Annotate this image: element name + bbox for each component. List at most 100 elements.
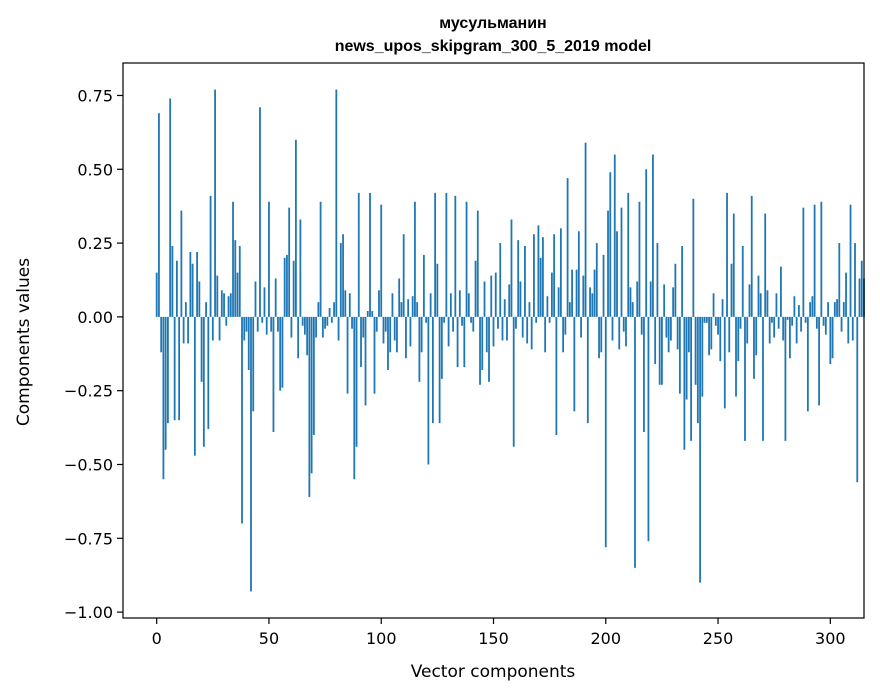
bar bbox=[782, 316, 785, 341]
bar bbox=[620, 207, 623, 317]
bar bbox=[535, 316, 538, 323]
bar bbox=[405, 316, 407, 359]
bar bbox=[636, 281, 639, 317]
bar bbox=[211, 316, 214, 341]
bar bbox=[584, 142, 587, 317]
bar bbox=[777, 316, 780, 329]
bar bbox=[335, 89, 338, 317]
bar bbox=[288, 207, 291, 317]
bar bbox=[371, 310, 374, 317]
bar bbox=[375, 316, 378, 332]
bar bbox=[791, 316, 794, 326]
bar bbox=[784, 316, 787, 441]
bar bbox=[542, 237, 544, 317]
bar bbox=[202, 316, 205, 447]
bar bbox=[339, 243, 342, 317]
bar bbox=[818, 316, 820, 406]
bar bbox=[824, 316, 827, 335]
bar bbox=[786, 316, 789, 320]
bar bbox=[402, 234, 405, 317]
bar bbox=[692, 198, 695, 317]
bar bbox=[730, 263, 733, 317]
bar bbox=[380, 204, 383, 317]
bar bbox=[678, 316, 681, 394]
chart-title-line1: мусульманин bbox=[439, 15, 546, 32]
bar bbox=[220, 290, 223, 317]
bar bbox=[667, 316, 670, 353]
bar bbox=[297, 316, 300, 359]
bar bbox=[598, 316, 600, 359]
bar bbox=[604, 316, 607, 548]
bar-series bbox=[155, 89, 865, 592]
bar bbox=[214, 89, 216, 317]
bar bbox=[789, 316, 791, 359]
bar bbox=[503, 299, 506, 317]
bar bbox=[701, 316, 704, 397]
bar bbox=[589, 287, 591, 317]
bar bbox=[259, 107, 261, 317]
bar bbox=[732, 213, 735, 317]
bar bbox=[315, 316, 318, 338]
bar bbox=[847, 316, 850, 344]
bar bbox=[290, 316, 293, 338]
bar bbox=[387, 316, 389, 371]
bar bbox=[831, 316, 834, 359]
bar bbox=[577, 231, 580, 317]
bar bbox=[683, 316, 686, 450]
bar bbox=[533, 234, 535, 317]
x-tick-label: 50 bbox=[259, 629, 279, 648]
bar bbox=[694, 316, 697, 385]
bar bbox=[164, 316, 167, 450]
bar bbox=[333, 302, 335, 317]
bar bbox=[559, 228, 562, 317]
bar bbox=[654, 316, 657, 365]
bar bbox=[640, 316, 643, 335]
bar bbox=[234, 240, 237, 317]
bar bbox=[330, 316, 333, 323]
bar bbox=[216, 275, 219, 317]
bar bbox=[512, 316, 515, 447]
bar bbox=[723, 316, 726, 409]
bar bbox=[488, 316, 490, 382]
bar bbox=[687, 316, 690, 353]
bar bbox=[229, 293, 232, 317]
bar bbox=[768, 316, 771, 344]
chart-title-line2: news_upos_skipgram_300_5_2019 model bbox=[335, 38, 652, 55]
bar bbox=[822, 316, 825, 326]
bar bbox=[268, 201, 270, 317]
bar bbox=[396, 316, 398, 353]
bar bbox=[811, 296, 814, 317]
y-axis-ticks: −1.00 −0.75 −0.50 −0.25 0.00 0.25 0.50 0.75 bbox=[64, 86, 123, 622]
bar bbox=[238, 246, 241, 317]
bar bbox=[508, 284, 511, 317]
bar bbox=[458, 290, 461, 317]
y-tick-label: 0.75 bbox=[77, 86, 113, 105]
bar bbox=[440, 316, 443, 379]
bar bbox=[676, 316, 679, 350]
bar bbox=[292, 260, 295, 317]
bar bbox=[180, 210, 183, 317]
bar bbox=[223, 293, 225, 317]
bar bbox=[198, 281, 201, 317]
bar bbox=[485, 316, 488, 353]
bar bbox=[265, 316, 268, 335]
bar bbox=[351, 316, 353, 329]
bar bbox=[360, 316, 362, 368]
bar bbox=[530, 316, 533, 350]
plot-frame bbox=[122, 62, 865, 619]
bar bbox=[515, 316, 517, 329]
bar bbox=[631, 302, 634, 317]
bar bbox=[171, 246, 174, 317]
bar bbox=[815, 316, 818, 329]
bar bbox=[595, 243, 598, 317]
bar bbox=[416, 302, 419, 317]
x-axis-ticks: 0 50 100 150 200 250 300 bbox=[152, 618, 846, 648]
y-tick-label: −0.50 bbox=[64, 455, 113, 474]
bar bbox=[797, 305, 800, 317]
bar bbox=[425, 316, 428, 323]
bar bbox=[674, 263, 677, 317]
bar bbox=[373, 316, 376, 394]
bar bbox=[775, 293, 778, 317]
bar bbox=[699, 316, 701, 583]
bar bbox=[557, 287, 560, 317]
